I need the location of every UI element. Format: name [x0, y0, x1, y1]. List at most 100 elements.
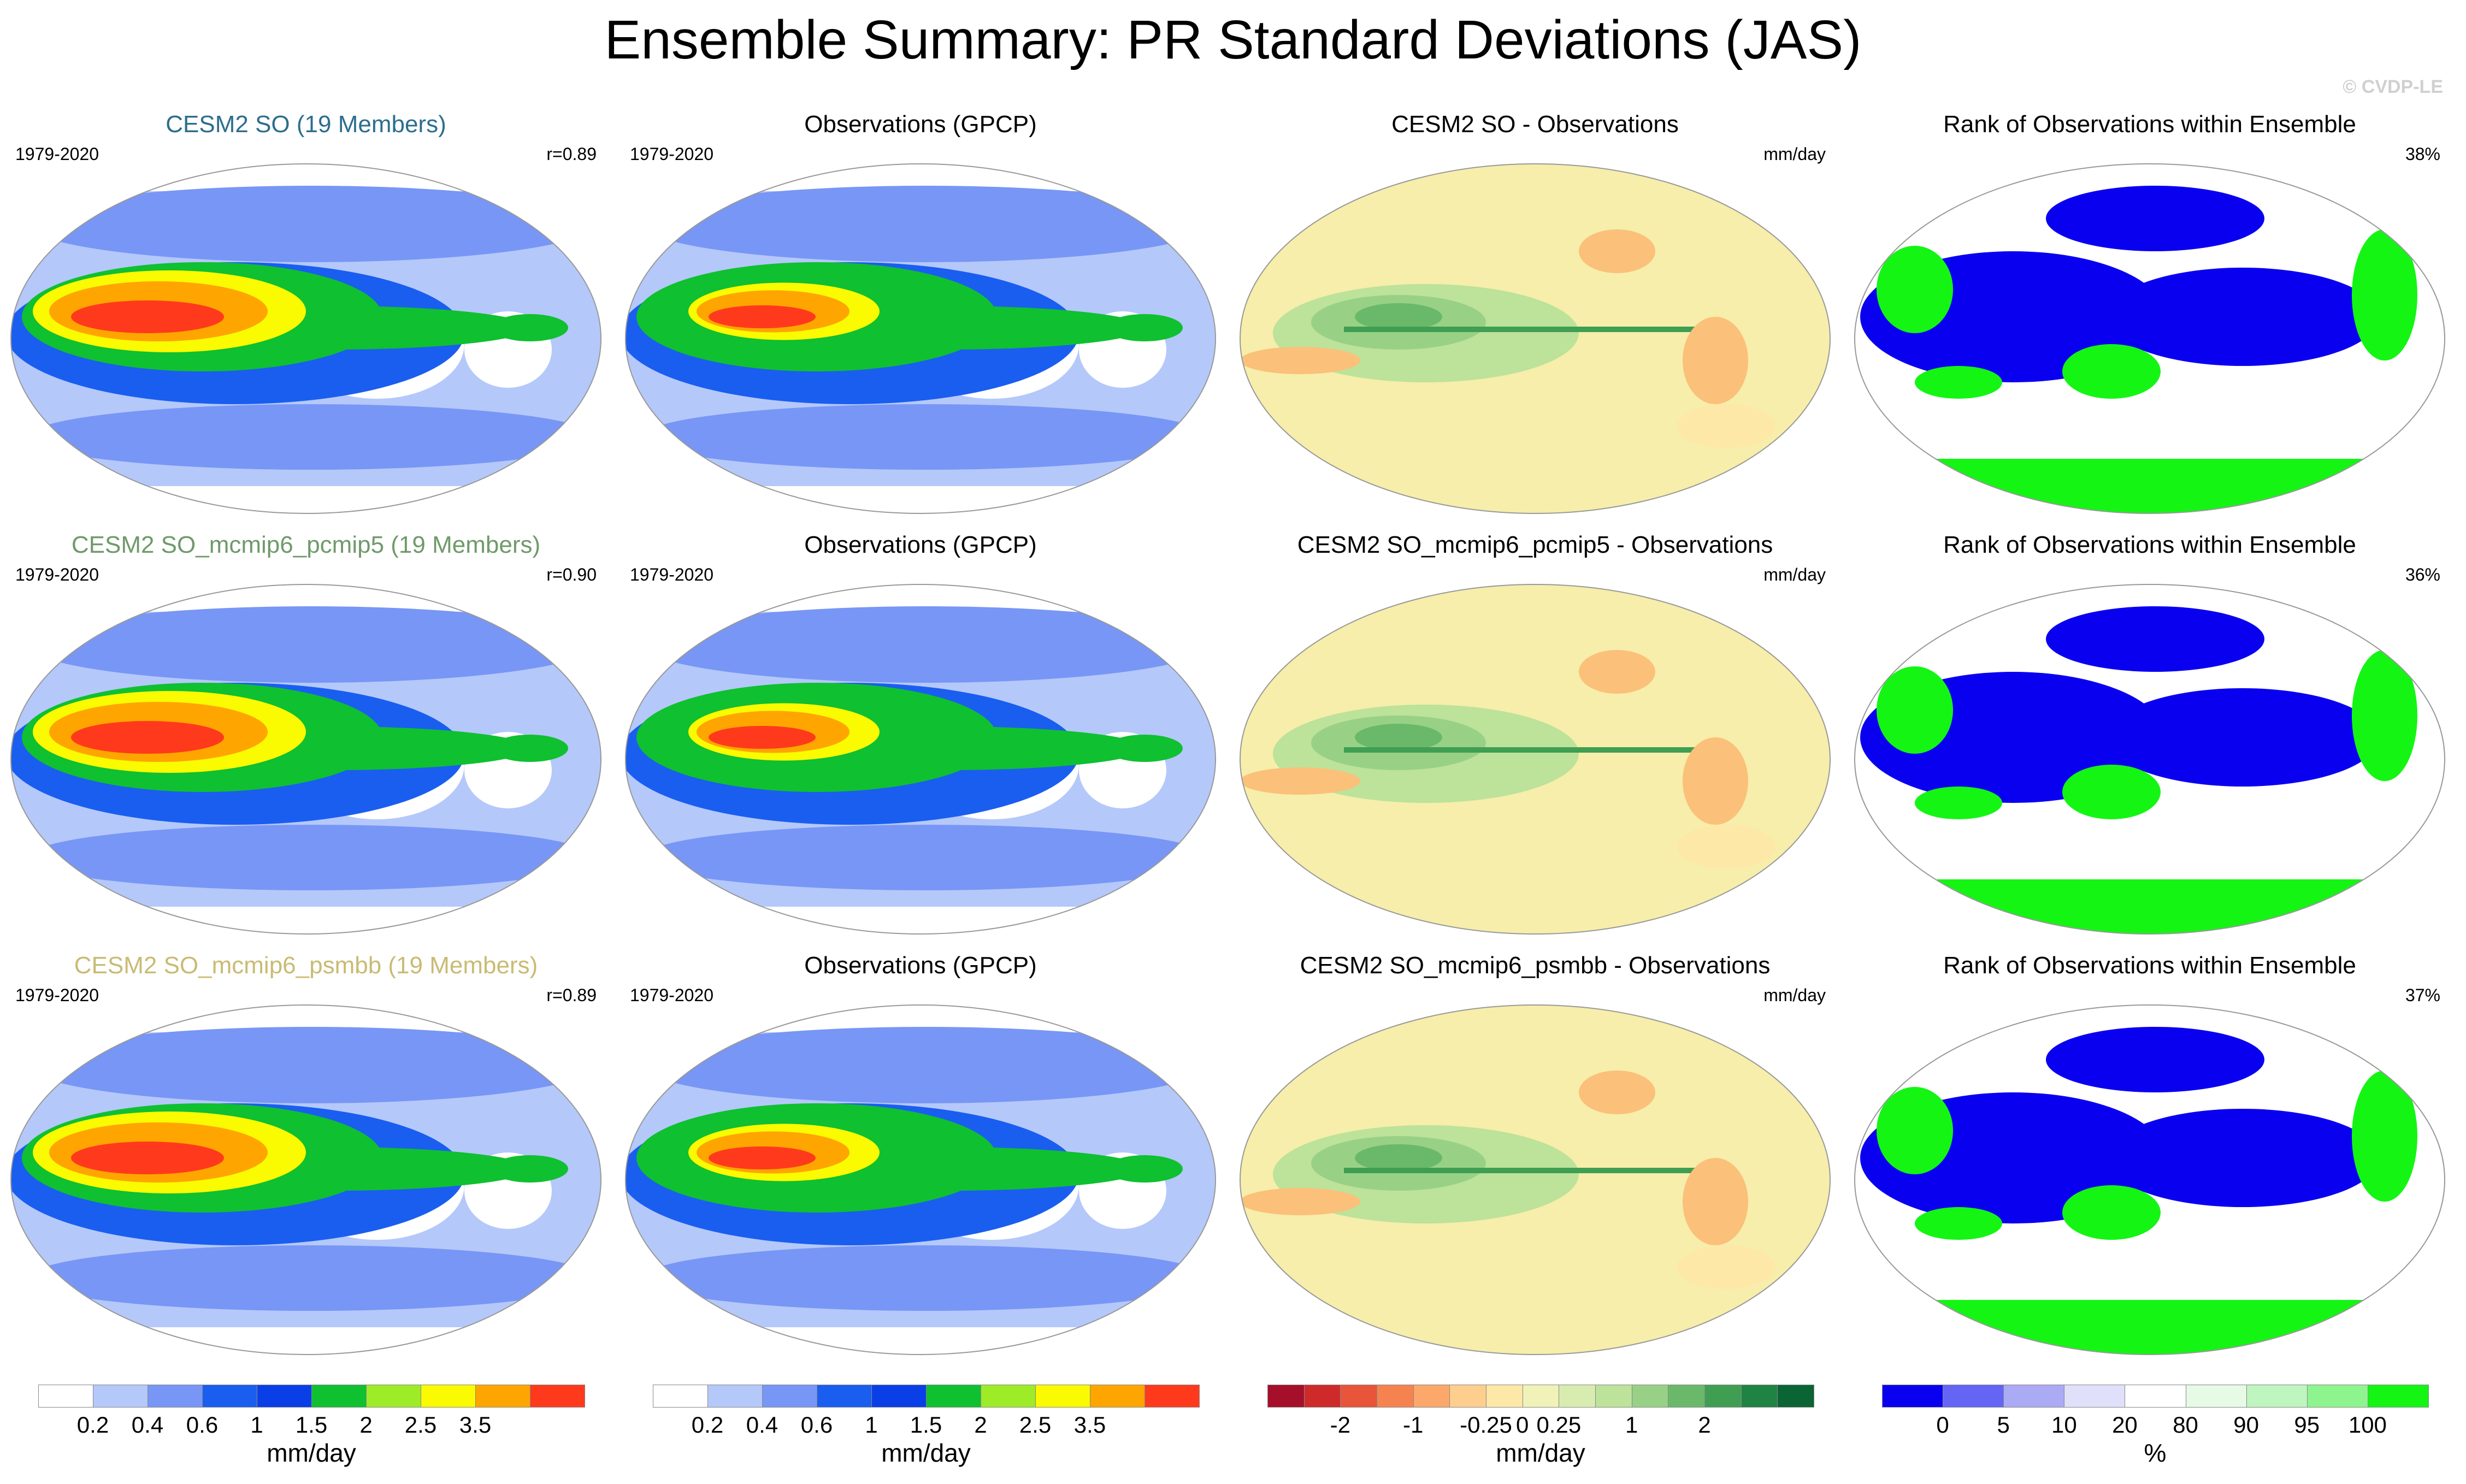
watermark: © CVDP-LE [2343, 76, 2443, 97]
colorbar-swatch [1449, 1385, 1487, 1408]
colorbar-swatch [981, 1385, 1036, 1408]
colorbar-swatch [1559, 1385, 1596, 1408]
period-label: 1979-2020 [630, 144, 714, 164]
diff-panel: CESM2 SO_mcmip6_pcmip5 - Observations mm/… [1235, 530, 1836, 945]
panel-title: Observations (GPCP) [804, 111, 1037, 138]
colorbar-tick-label: 1 [250, 1412, 263, 1438]
colorbar-swatch [2367, 1385, 2429, 1408]
units-label: mm/day [1763, 144, 1826, 164]
colorbar-tick-label: 10 [2051, 1412, 2077, 1438]
ensemble-map [10, 584, 601, 935]
units-label: mm/day [1763, 565, 1826, 584]
colorbar-tick-label: -2 [1330, 1412, 1351, 1438]
colorbar-swatch [1377, 1385, 1414, 1408]
colorbar-tick-label: 1.5 [910, 1412, 942, 1438]
colorbar-tick-label: 0.4 [131, 1412, 164, 1438]
colorbar-swatch [2306, 1385, 2368, 1408]
panel-title: Rank of Observations within Ensemble [1943, 111, 2356, 138]
colorbar-tick-label: 2.5 [1019, 1412, 1052, 1438]
rank-panel: Rank of Observations within Ensemble 36% [1849, 530, 2450, 945]
colorbar-tick-label: 5 [1997, 1412, 2010, 1438]
colorbar-swatch [1631, 1385, 1669, 1408]
colorbar-swatch [1943, 1385, 2004, 1408]
colorbar-tick-label: 100 [2348, 1412, 2387, 1438]
colorbar-swatch [1413, 1385, 1450, 1408]
colorbar-swatch [1486, 1385, 1523, 1408]
ensemble-map [10, 163, 601, 514]
period-label: 1979-2020 [630, 565, 714, 584]
page-title: Ensemble Summary: PR Standard Deviations… [604, 9, 1862, 70]
obs-panel: Observations (GPCP) 1979-2020 [620, 530, 1221, 945]
colorbar-tick-label: 0.2 [691, 1412, 724, 1438]
colorbar-swatch [2125, 1385, 2186, 1408]
panel-title: CESM2 SO_mcmip6_psmbb - Observations [1300, 952, 1771, 979]
period-label: 1979-2020 [15, 565, 99, 584]
colorbar-swatch [93, 1385, 148, 1408]
colorbar-swatch [1522, 1385, 1560, 1408]
colorbar-swatch [148, 1385, 203, 1408]
colorbar-unit: % [2144, 1439, 2167, 1467]
colorbar-swatch [475, 1385, 530, 1408]
colorbar-swatch [1035, 1385, 1090, 1408]
rank-map [1854, 163, 2445, 514]
colorbar-swatch [1704, 1385, 1742, 1408]
ensemble-panel: CESM2 SO_mcmip6_psmbb (19 Members) 1979-2… [5, 950, 606, 1365]
colorbar-swatch [1267, 1385, 1305, 1408]
ensemble-panel: CESM2 SO (19 Members) 1979-2020 r=0.89 [5, 109, 606, 524]
panel-title: CESM2 SO (19 Members) [166, 111, 446, 138]
colorbar-swatch [421, 1385, 476, 1408]
period-label: 1979-2020 [15, 144, 99, 164]
colorbar-swatch [1340, 1385, 1378, 1408]
obs-map [625, 1004, 1216, 1355]
colorbar-tick-label: 20 [2112, 1412, 2138, 1438]
pattern-correlation: r=0.90 [546, 565, 597, 584]
diff-map [1240, 584, 1831, 935]
colorbar-swatch [1882, 1385, 1944, 1408]
panel-title: Observations (GPCP) [804, 531, 1037, 558]
colorbar-unit: mm/day [1496, 1439, 1585, 1467]
colorbar-swatch [530, 1385, 585, 1408]
rank-panel: Rank of Observations within Ensemble 38% [1849, 109, 2450, 524]
panel-title: Rank of Observations within Ensemble [1943, 531, 2356, 558]
colorbar-tick-label: 2 [1698, 1412, 1711, 1438]
colorbar-tick-label: 95 [2294, 1412, 2320, 1438]
colorbar-swatch [38, 1385, 93, 1408]
colorbar-tick-label: 0 [1936, 1412, 1949, 1438]
colorbar-swatch [1777, 1385, 1815, 1408]
colorbar-tick-label: 1 [1625, 1412, 1638, 1438]
colorbar-tick-label: 2 [974, 1412, 987, 1438]
colorbar-swatch [926, 1385, 981, 1408]
colorbar-swatch [1303, 1385, 1341, 1408]
colorbar-tick-label: 3.5 [459, 1412, 492, 1438]
diff-map [1240, 1004, 1831, 1355]
period-label: 1979-2020 [630, 985, 714, 1005]
colorbar-swatch [1144, 1385, 1200, 1408]
colorbar-tick-label: 3.5 [1073, 1412, 1106, 1438]
diff-colorbar: -2 -1 -0.25 0 0.25 1 2 mm/day [1267, 1385, 1815, 1477]
colorbar-swatch [817, 1385, 872, 1408]
diff-map [1240, 163, 1831, 514]
colorbar-swatch [2003, 1385, 2065, 1408]
colorbar-tick-label: 1.5 [295, 1412, 328, 1438]
std-colorbar: 0.2 0.4 0.6 1 1.5 2 2.5 3.5 mm/day [38, 1385, 585, 1477]
rank-colorbar: 0 5 10 20 80 90 95 100% [1882, 1385, 2429, 1477]
obs-map [625, 163, 1216, 514]
colorbar-unit: mm/day [881, 1439, 971, 1467]
colorbar-swatch [1090, 1385, 1145, 1408]
colorbar-swatch [257, 1385, 312, 1408]
colorbar-tick-label: 1 [865, 1412, 878, 1438]
colorbar-tick-label: 0.6 [186, 1412, 219, 1438]
colorbar-tick-label: -0.25 [1460, 1412, 1512, 1438]
obs-panel: Observations (GPCP) 1979-2020 [620, 109, 1221, 524]
colorbar-swatch [1668, 1385, 1706, 1408]
rank-panel: Rank of Observations within Ensemble 37% [1849, 950, 2450, 1365]
panel-title: Rank of Observations within Ensemble [1943, 952, 2356, 979]
colorbar-tick-label: 0.4 [746, 1412, 778, 1438]
colorbar-swatch [202, 1385, 257, 1408]
ensemble-map [10, 1004, 601, 1355]
colorbar-unit: mm/day [267, 1439, 356, 1467]
colorbar-swatch [2185, 1385, 2247, 1408]
units-label: mm/day [1763, 985, 1826, 1005]
colorbar-swatch [1595, 1385, 1632, 1408]
colorbar-swatch [311, 1385, 367, 1408]
